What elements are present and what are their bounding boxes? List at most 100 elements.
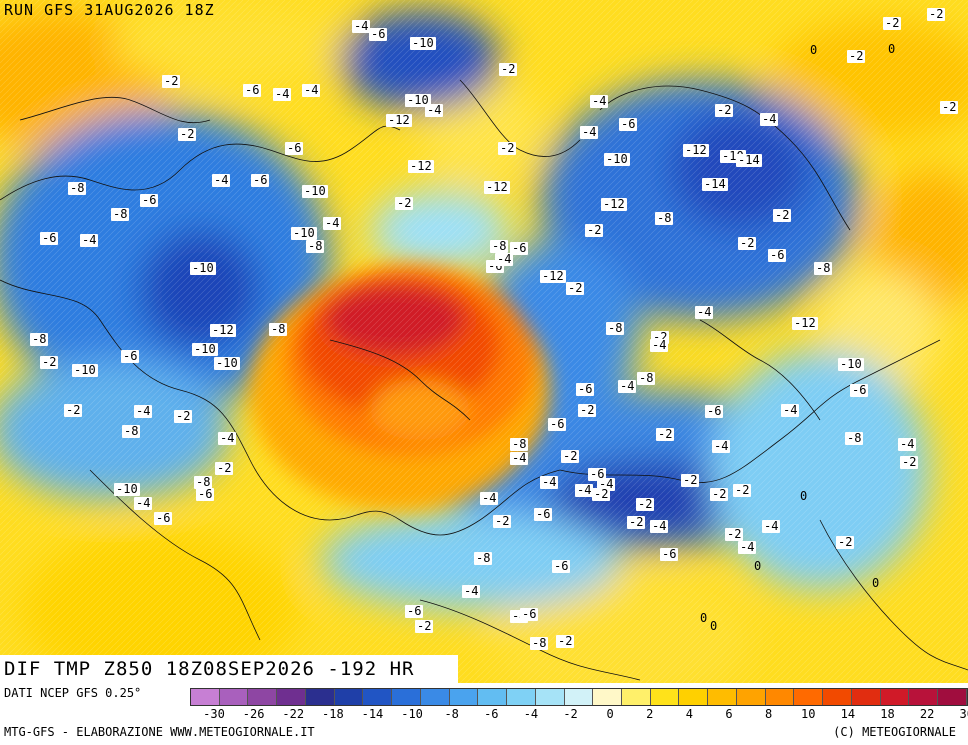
contour-label: -10 [214, 356, 240, 370]
contour-label: -2 [556, 634, 575, 648]
contour-label: -10 [192, 342, 218, 356]
legend-swatch [535, 689, 565, 705]
legend-swatch [794, 689, 824, 705]
contour-label: -6 [576, 382, 595, 396]
contour-label: -2 [499, 62, 518, 76]
legend-swatch [650, 689, 680, 705]
contour-label: -2 [927, 7, 946, 21]
contour-label: -4 [618, 379, 637, 393]
contour-label: -4 [218, 431, 237, 445]
contour-label: -4 [760, 112, 779, 126]
legend-tick-label: 10 [801, 707, 816, 721]
contour-label: -4 [134, 404, 153, 418]
contour-label: -6 [251, 173, 270, 187]
legend-tick-label: 18 [880, 707, 895, 721]
footer-credit: MTG-GFS - ELABORAZIONE WWW.METEOGIORNALE… [4, 725, 315, 739]
contour-label: -2 [738, 236, 757, 250]
legend-panel: DATI NCEP GFS 0.25° -30 -26 -22 -18 -14 -10 -8… [0, 683, 968, 745]
contour-label: -10 [114, 482, 140, 496]
legend-swatch [392, 689, 421, 705]
legend-tick-label: -4 [523, 707, 539, 721]
contour-label: -10 [291, 226, 317, 240]
legend-tick-label: 2 [646, 707, 654, 721]
contour-label: -8 [510, 437, 529, 451]
contour-label: -2 [162, 74, 181, 88]
contour-label: -8 [637, 371, 656, 385]
legend-swatch [823, 689, 852, 705]
contour-label: -8 [111, 207, 130, 221]
legend-swatch [305, 689, 335, 705]
contour-label: -14 [702, 177, 728, 191]
contour-label: -6 [552, 559, 571, 573]
contour-label: -2 [725, 527, 744, 541]
contour-label: -2 [773, 208, 792, 222]
contour-label: -2 [395, 196, 414, 210]
map-title-box: DIF TMP Z850 18Z08SEP2026 -192 HR [0, 655, 458, 683]
contour-texture [0, 0, 968, 683]
contour-label: -12 [792, 316, 818, 330]
contour-label: 0 [810, 43, 818, 57]
contour-label: -4 [580, 125, 599, 139]
contour-label: -10 [302, 184, 328, 198]
contour-label: -12 [683, 143, 709, 157]
legend-tick-label: -2 [563, 707, 578, 721]
legend-tick-label: 6 [725, 707, 733, 721]
data-source-caption: DATI NCEP GFS 0.25° [4, 686, 142, 700]
legend-swatch [736, 689, 766, 705]
contour-label: -6 [154, 511, 173, 525]
legend-swatch [938, 689, 967, 705]
contour-label: -4 [495, 252, 514, 266]
contour-label: -10 [72, 363, 98, 377]
contour-label: -6 [660, 547, 679, 561]
legend-tick-label: 8 [765, 707, 773, 721]
contour-label: -6 [534, 507, 553, 521]
legend-tick-label: -30 [203, 707, 225, 721]
footer-copyright: (C) METEOGIORNALE [833, 725, 956, 739]
contour-label: -4 [762, 519, 781, 533]
contour-label: -4 [134, 496, 153, 510]
temperature-anomaly-map: RUN GFS 31AUG2026 18Z -4 -6 -10 -10 -12 -12 -2… [0, 0, 968, 683]
contour-label: -2 [215, 461, 234, 475]
contour-label: -4 [212, 173, 231, 187]
contour-label: -2 [178, 127, 197, 141]
run-title: RUN GFS 31AUG2026 18Z [4, 1, 215, 19]
contour-label: -6 [768, 248, 787, 262]
legend-tick-label: 14 [840, 707, 856, 721]
legend-swatch [679, 689, 709, 705]
contour-label: -4 [480, 491, 499, 505]
contour-label: -10 [410, 36, 436, 50]
anomaly-field [0, 0, 968, 683]
contour-label: -4 [323, 216, 342, 230]
legend-swatch [909, 689, 939, 705]
contour-label: -6 [510, 241, 529, 255]
contour-label: -12 [408, 159, 434, 173]
legend-swatch [880, 689, 910, 705]
contour-label: -8 [30, 332, 49, 346]
contour-label: -2 [710, 487, 729, 501]
contour-label: -2 [498, 141, 517, 155]
contour-label: -6 [850, 383, 869, 397]
contour-label: -4 [425, 103, 444, 117]
legend-swatch [765, 689, 795, 705]
contour-label: -10 [190, 261, 216, 275]
contour-label: -12 [484, 180, 510, 194]
contour-label: -2 [566, 281, 585, 295]
contour-label: 0 [710, 619, 718, 633]
contour-label: -2 [64, 403, 83, 417]
map-title: DIF TMP Z850 18Z08SEP2026 -192 HR [4, 658, 415, 680]
contour-label: -10 [604, 152, 630, 166]
contour-label: -12 [601, 197, 627, 211]
contour-label: -4 [597, 477, 616, 491]
contour-label: -8 [814, 261, 833, 275]
contour-label: -12 [386, 113, 412, 127]
legend-swatch [851, 689, 881, 705]
legend-tick-label: 0 [606, 707, 614, 721]
contour-label: -2 [592, 487, 611, 501]
legend-swatch [334, 689, 364, 705]
legend-tick-label: 4 [685, 707, 694, 721]
contour-label: -2 [627, 515, 646, 529]
contour-label: -8 [306, 239, 325, 253]
contour-label: -6 [243, 83, 262, 97]
contour-label: -2 [578, 403, 597, 417]
color-scale-ticks: -30 -26 -22 -18 -14 -10 -8 -6 -4 -2 0 2 4 6 8 10 14 18 22 3… [190, 707, 968, 723]
